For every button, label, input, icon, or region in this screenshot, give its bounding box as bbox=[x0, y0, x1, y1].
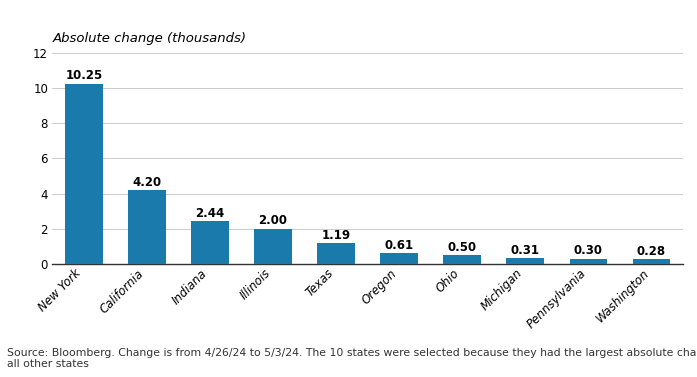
Text: 1.19: 1.19 bbox=[321, 228, 351, 242]
Text: 0.31: 0.31 bbox=[511, 244, 540, 257]
Bar bbox=[191, 221, 229, 264]
Text: 0.61: 0.61 bbox=[385, 239, 414, 252]
Bar bbox=[254, 229, 292, 264]
Text: Source: Bloomberg. Change is from 4/26/24 to 5/3/24. The 10 states were selected: Source: Bloomberg. Change is from 4/26/2… bbox=[7, 348, 697, 369]
Text: 10.25: 10.25 bbox=[66, 69, 102, 82]
Text: 4.20: 4.20 bbox=[132, 176, 162, 188]
Bar bbox=[633, 259, 671, 264]
Bar bbox=[507, 259, 544, 264]
Bar bbox=[569, 259, 607, 264]
Text: 2.44: 2.44 bbox=[195, 207, 224, 219]
Text: 0.50: 0.50 bbox=[447, 241, 477, 254]
Text: 0.28: 0.28 bbox=[637, 245, 666, 257]
Text: 2.00: 2.00 bbox=[259, 214, 288, 227]
Bar bbox=[128, 190, 166, 264]
Bar bbox=[381, 253, 418, 264]
Text: 0.30: 0.30 bbox=[574, 244, 603, 257]
Text: Absolute change (thousands): Absolute change (thousands) bbox=[52, 32, 246, 45]
Bar bbox=[317, 243, 355, 264]
Bar bbox=[65, 84, 102, 264]
Bar bbox=[443, 255, 481, 264]
